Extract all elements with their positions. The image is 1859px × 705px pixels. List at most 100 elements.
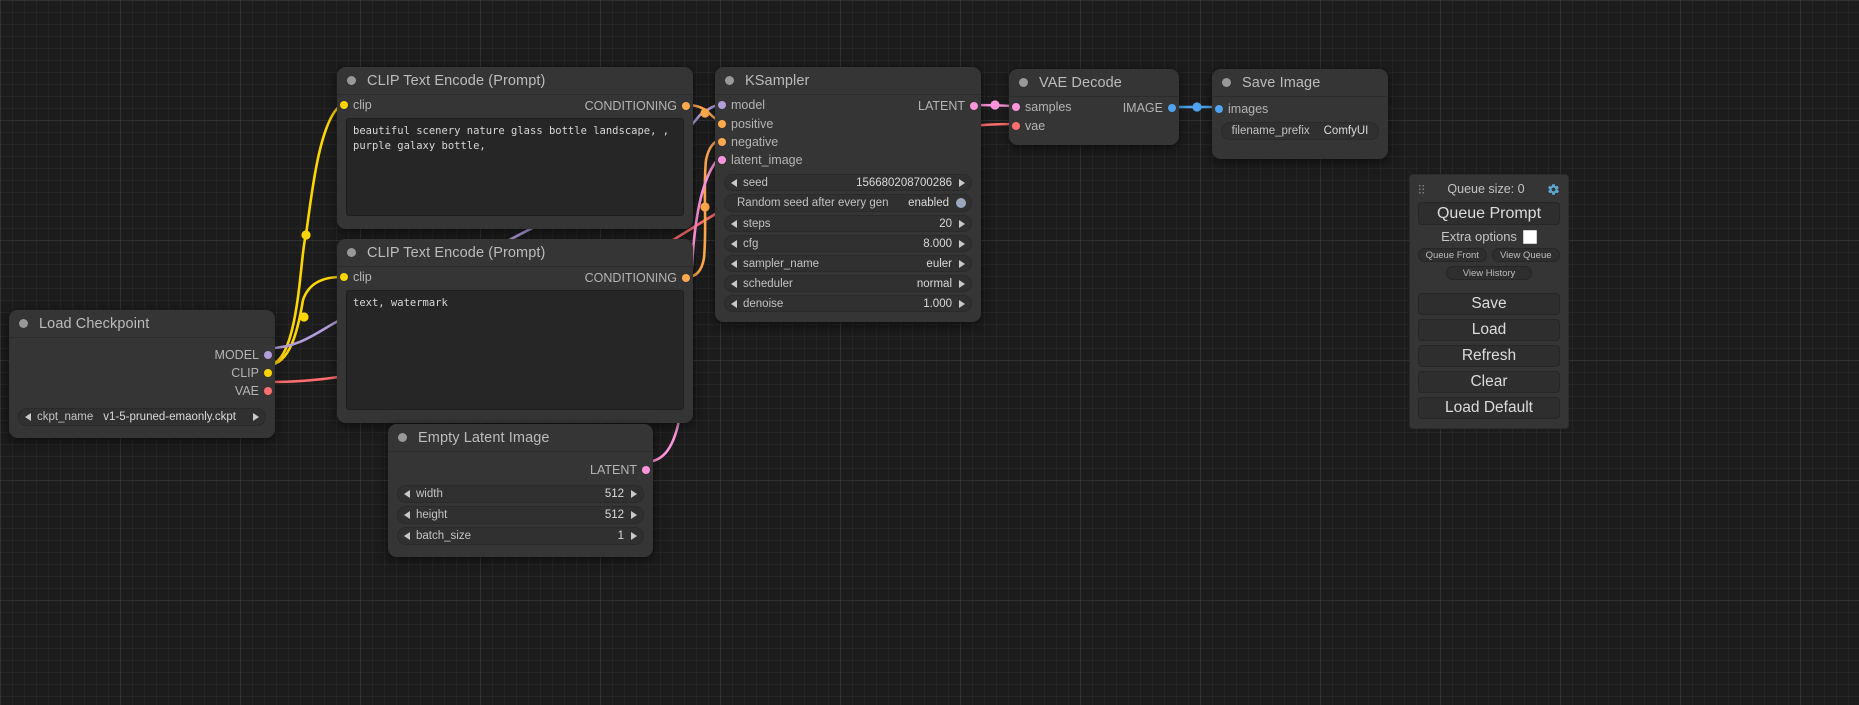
next-option-arrow-icon[interactable] bbox=[253, 413, 259, 421]
comfy-control-panel[interactable]: Queue size: 0 Queue Prompt Extra options… bbox=[1409, 174, 1569, 429]
extra-options-row[interactable]: Extra options bbox=[1418, 229, 1560, 244]
queue-front-button[interactable]: Queue Front bbox=[1418, 248, 1487, 262]
vae-output-pin-icon[interactable] bbox=[264, 386, 272, 395]
node-title-bar[interactable]: KSampler bbox=[715, 67, 981, 94]
previous-option-arrow-icon[interactable] bbox=[25, 413, 31, 421]
negative-prompt-textarea[interactable]: text, watermark bbox=[346, 290, 684, 410]
extra-options-checkbox[interactable] bbox=[1522, 229, 1537, 244]
positive-prompt-textarea[interactable]: beautiful scenery nature glass bottle la… bbox=[346, 118, 684, 216]
widget-batch-size[interactable]: batch_size 1 bbox=[397, 527, 644, 545]
refresh-button[interactable]: Refresh bbox=[1418, 345, 1560, 367]
decrement-arrow-icon[interactable] bbox=[731, 219, 737, 228]
conditioning-output-pin-icon[interactable] bbox=[682, 273, 690, 282]
widget-steps[interactable]: steps 20 bbox=[724, 215, 972, 232]
save-button[interactable]: Save bbox=[1418, 293, 1560, 315]
input-slot-clip[interactable]: clip bbox=[337, 268, 693, 285]
node-collapse-icon[interactable] bbox=[1222, 78, 1231, 87]
load-default-button[interactable]: Load Default bbox=[1418, 397, 1560, 419]
node-collapse-icon[interactable] bbox=[398, 433, 407, 442]
previous-option-arrow-icon[interactable] bbox=[731, 279, 737, 288]
output-slot-conditioning[interactable]: CONDITIONING bbox=[337, 269, 693, 286]
clip-output-pin-icon[interactable] bbox=[264, 368, 272, 377]
node-ksampler[interactable]: KSampler model LATENT positive negative bbox=[715, 67, 981, 322]
node-clip-text-encode-negative[interactable]: CLIP Text Encode (Prompt) clip CONDITION… bbox=[337, 239, 693, 423]
node-title-bar[interactable]: VAE Decode bbox=[1009, 69, 1179, 96]
widget-seed[interactable]: seed 156680208700286 bbox=[724, 174, 972, 191]
input-slot-positive[interactable]: positive bbox=[715, 115, 981, 132]
widget-sampler-name[interactable]: sampler_name euler bbox=[724, 255, 972, 272]
widget-cfg[interactable]: cfg 8.000 bbox=[724, 235, 972, 252]
node-title-bar[interactable]: Load Checkpoint bbox=[9, 310, 275, 337]
output-slot-conditioning[interactable]: CONDITIONING bbox=[337, 97, 693, 114]
increment-arrow-icon[interactable] bbox=[631, 532, 637, 540]
widget-denoise[interactable]: denoise 1.000 bbox=[724, 295, 972, 312]
previous-option-arrow-icon[interactable] bbox=[731, 259, 737, 268]
node-clip-text-encode-positive[interactable]: CLIP Text Encode (Prompt) clip CONDITION… bbox=[337, 67, 693, 229]
input-slot-latent-image[interactable]: latent_image bbox=[715, 151, 981, 168]
node-vae-decode[interactable]: VAE Decode samples IMAGE vae bbox=[1009, 69, 1179, 145]
output-slot-model[interactable]: MODEL bbox=[9, 346, 275, 363]
next-option-arrow-icon[interactable] bbox=[959, 259, 965, 268]
clear-button[interactable]: Clear bbox=[1418, 371, 1560, 393]
output-slot-vae[interactable]: VAE bbox=[9, 382, 275, 399]
drag-handle-icon[interactable] bbox=[1418, 183, 1425, 195]
latent-image-input-pin-icon[interactable] bbox=[718, 155, 726, 164]
input-slot-negative[interactable]: negative bbox=[715, 133, 981, 150]
load-button[interactable]: Load bbox=[1418, 319, 1560, 341]
increment-arrow-icon[interactable] bbox=[959, 299, 965, 308]
latent-output-pin-icon[interactable] bbox=[970, 101, 978, 110]
samples-input-pin-icon[interactable] bbox=[1012, 102, 1020, 111]
decrement-arrow-icon[interactable] bbox=[404, 490, 410, 498]
clip-input-pin-icon[interactable] bbox=[340, 100, 348, 109]
node-collapse-icon[interactable] bbox=[1019, 78, 1028, 87]
input-slot-images[interactable]: images bbox=[1212, 100, 1388, 117]
positive-input-pin-icon[interactable] bbox=[718, 119, 726, 128]
widget-scheduler[interactable]: scheduler normal bbox=[724, 275, 972, 292]
node-collapse-icon[interactable] bbox=[19, 319, 28, 328]
decrement-arrow-icon[interactable] bbox=[404, 511, 410, 519]
image-output-pin-icon[interactable] bbox=[1168, 103, 1176, 112]
node-collapse-icon[interactable] bbox=[347, 248, 356, 257]
decrement-arrow-icon[interactable] bbox=[731, 239, 737, 248]
vae-input-pin-icon[interactable] bbox=[1012, 121, 1020, 130]
widget-filename-prefix[interactable]: filename_prefix ComfyUI bbox=[1221, 122, 1379, 140]
output-slot-image[interactable]: IMAGE bbox=[1009, 99, 1179, 116]
node-title-bar[interactable]: Save Image bbox=[1212, 69, 1388, 96]
next-option-arrow-icon[interactable] bbox=[959, 279, 965, 288]
conditioning-output-pin-icon[interactable] bbox=[682, 101, 690, 110]
clip-input-pin-icon[interactable] bbox=[340, 272, 348, 281]
input-slot-vae[interactable]: vae bbox=[1009, 117, 1179, 134]
view-history-button[interactable]: View History bbox=[1446, 266, 1532, 280]
widget-height[interactable]: height 512 bbox=[397, 506, 644, 524]
gear-icon[interactable] bbox=[1547, 183, 1560, 196]
output-slot-clip[interactable]: CLIP bbox=[9, 364, 275, 381]
increment-arrow-icon[interactable] bbox=[631, 511, 637, 519]
queue-prompt-button[interactable]: Queue Prompt bbox=[1418, 202, 1560, 225]
decrement-arrow-icon[interactable] bbox=[731, 299, 737, 308]
input-slot-samples[interactable]: samples bbox=[1009, 98, 1179, 115]
toggle-knob-icon[interactable] bbox=[956, 198, 966, 208]
node-save-image[interactable]: Save Image images filename_prefix ComfyU… bbox=[1212, 69, 1388, 159]
latent-output-pin-icon[interactable] bbox=[642, 465, 650, 474]
model-input-pin-icon[interactable] bbox=[718, 100, 726, 109]
increment-arrow-icon[interactable] bbox=[959, 219, 965, 228]
output-slot-latent[interactable]: LATENT bbox=[388, 461, 653, 478]
model-output-pin-icon[interactable] bbox=[264, 350, 272, 359]
increment-arrow-icon[interactable] bbox=[959, 239, 965, 248]
view-queue-button[interactable]: View Queue bbox=[1491, 248, 1560, 262]
node-title-bar[interactable]: Empty Latent Image bbox=[388, 424, 653, 451]
decrement-arrow-icon[interactable] bbox=[404, 532, 410, 540]
increment-arrow-icon[interactable] bbox=[959, 178, 965, 187]
node-title-bar[interactable]: CLIP Text Encode (Prompt) bbox=[337, 67, 693, 94]
node-collapse-icon[interactable] bbox=[725, 76, 734, 85]
decrement-arrow-icon[interactable] bbox=[731, 178, 737, 187]
increment-arrow-icon[interactable] bbox=[631, 490, 637, 498]
node-collapse-icon[interactable] bbox=[347, 76, 356, 85]
node-title-bar[interactable]: CLIP Text Encode (Prompt) bbox=[337, 239, 693, 266]
negative-input-pin-icon[interactable] bbox=[718, 137, 726, 146]
widget-ckpt-name[interactable]: ckpt_name v1-5-pruned-emaonly.ckpt bbox=[18, 408, 266, 426]
output-slot-latent[interactable]: LATENT bbox=[715, 97, 981, 114]
input-slot-clip[interactable]: clip bbox=[337, 96, 693, 113]
widget-width[interactable]: width 512 bbox=[397, 485, 644, 503]
